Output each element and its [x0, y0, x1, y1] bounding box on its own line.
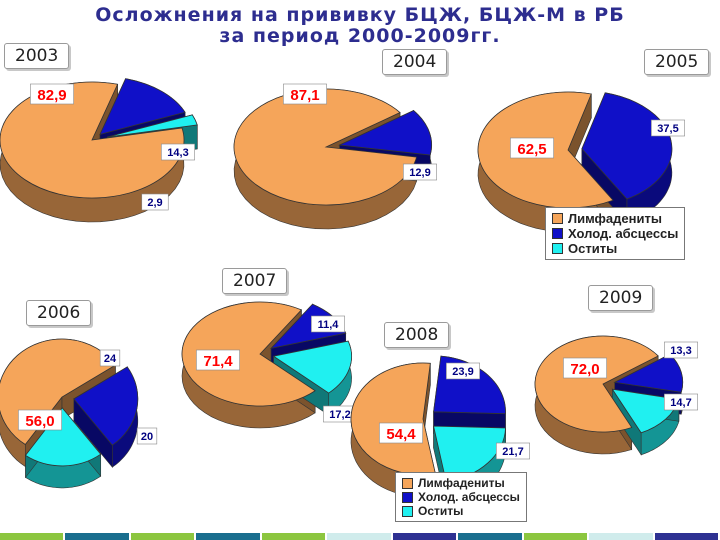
data-label-box: [283, 83, 327, 105]
footer-stripe: [327, 533, 391, 540]
pie-chart-2005: 62,5 37,5: [477, 91, 685, 233]
data-label: 24: [104, 353, 117, 365]
legend-label: Холод. абсцессы: [568, 226, 679, 241]
legend-swatch: [552, 213, 563, 224]
footer-stripe: [523, 533, 588, 540]
data-label-box: [161, 143, 195, 161]
data-label-box: [99, 349, 121, 367]
data-label: 21,7: [502, 446, 523, 458]
data-label-box: [664, 341, 698, 359]
data-label-box: [446, 362, 480, 380]
data-label: 14,7: [670, 397, 691, 409]
data-label: 62,5: [517, 141, 546, 158]
data-label: 14,3: [167, 147, 188, 159]
year-label-2006: 2006: [26, 300, 92, 326]
pie-slice-Лимфадениты: [233, 88, 418, 206]
pie-chart-2004: 87,1 12,9: [233, 83, 437, 230]
data-label: 54,4: [386, 426, 416, 443]
pie-slice-Оститы: [24, 407, 102, 467]
slide-title-line2: за период 2000-2009гг.: [219, 25, 501, 47]
data-label-box: [196, 349, 240, 371]
footer-stripe: [654, 533, 718, 540]
pie-slice-Холод. абсцессы: [581, 92, 673, 200]
data-label: 13,3: [670, 345, 691, 357]
legend-item: Лимфадениты: [552, 211, 678, 226]
footer-stripe: [0, 533, 64, 540]
legend-swatch: [552, 243, 563, 254]
legend-swatch: [402, 491, 413, 503]
pie-chart-2008: 54,4 23,9 21,7: [350, 355, 530, 504]
data-label: 20: [141, 431, 153, 443]
pie-chart-2006: 56,0 24 20: [0, 338, 158, 489]
pie-slice-Оститы: [272, 340, 352, 394]
data-label-box: [311, 315, 345, 333]
data-label-box: [30, 83, 74, 105]
year-label-2003: 2003: [4, 43, 70, 69]
footer-stripe: [196, 533, 260, 540]
pie-slice-Оститы: [107, 114, 198, 138]
pie-slice-Холод. абсцессы: [338, 110, 433, 156]
year-label-2005: 2005: [644, 49, 710, 75]
legend-label: Оститы: [568, 241, 618, 256]
data-label-box: [664, 393, 698, 411]
legend-item: Лимфадениты: [402, 476, 520, 490]
legend-item: Оститы: [552, 241, 678, 256]
pie-chart-2009: 72,0 13,3 14,7: [534, 335, 698, 456]
pie-slice-Холод. абсцессы: [73, 366, 139, 446]
legend-swatch: [402, 477, 413, 489]
legend-label: Лимфадениты: [568, 211, 662, 226]
pie-slice-Холод. абсцессы: [99, 78, 186, 135]
slide-title-line1: Осложнения на прививку БЦЖ, БЦЖ-М в РБ: [95, 4, 625, 26]
pie-chart-2007: 71,4 11,4 17,2: [181, 301, 357, 429]
data-label-box: [403, 163, 437, 181]
footer-stripe: [589, 533, 653, 540]
legend-bottom: Лимфадениты Холод. абсцессы Оститы: [395, 472, 527, 522]
year-label-2008: 2008: [384, 322, 450, 348]
legend-top: Лимфадениты Холод. абсцессы Оститы: [545, 207, 686, 260]
legend-item: Холод. абсцессы: [402, 490, 520, 504]
data-label: 11,4: [318, 319, 340, 331]
data-label: 12,9: [409, 167, 430, 179]
pie-slice-Лимфадениты: [181, 301, 316, 407]
footer-stripe: [392, 533, 457, 540]
legend-label: Холод. абсцессы: [418, 490, 520, 504]
data-label: 87,1: [290, 87, 319, 104]
legend-swatch: [552, 228, 563, 239]
data-label: 82,9: [37, 87, 66, 104]
footer-stripe: [130, 533, 195, 540]
data-label-box: [141, 193, 169, 211]
footer-stripe: [458, 533, 522, 540]
footer-stripe: [261, 533, 326, 540]
data-label: 37,5: [657, 123, 678, 135]
data-label-box: [651, 119, 685, 137]
data-label-box: [563, 357, 607, 379]
data-label: 72,0: [570, 361, 599, 378]
data-label: 71,4: [203, 353, 233, 370]
data-label-box: [510, 137, 554, 159]
year-label-2004: 2004: [382, 49, 448, 75]
data-label: 2,9: [147, 197, 162, 209]
pie-chart-2003: 82,9 14,3 2,9: [0, 78, 198, 223]
legend-item: Оститы: [402, 504, 520, 518]
legend-swatch: [402, 505, 413, 517]
data-label-box: [496, 442, 530, 460]
data-label: 17,2: [329, 409, 350, 421]
legend-label: Оститы: [418, 504, 464, 518]
legend-item: Холод. абсцессы: [552, 226, 678, 241]
data-label: 23,9: [452, 366, 473, 378]
year-label-2007: 2007: [222, 268, 288, 294]
legend-label: Лимфадениты: [418, 476, 505, 490]
data-label-box: [379, 422, 423, 444]
data-label-box: [136, 427, 158, 445]
data-label-box: [18, 409, 62, 431]
data-label: 56,0: [25, 413, 54, 430]
year-label-2009: 2009: [588, 285, 654, 311]
footer-stripe: [65, 533, 129, 540]
